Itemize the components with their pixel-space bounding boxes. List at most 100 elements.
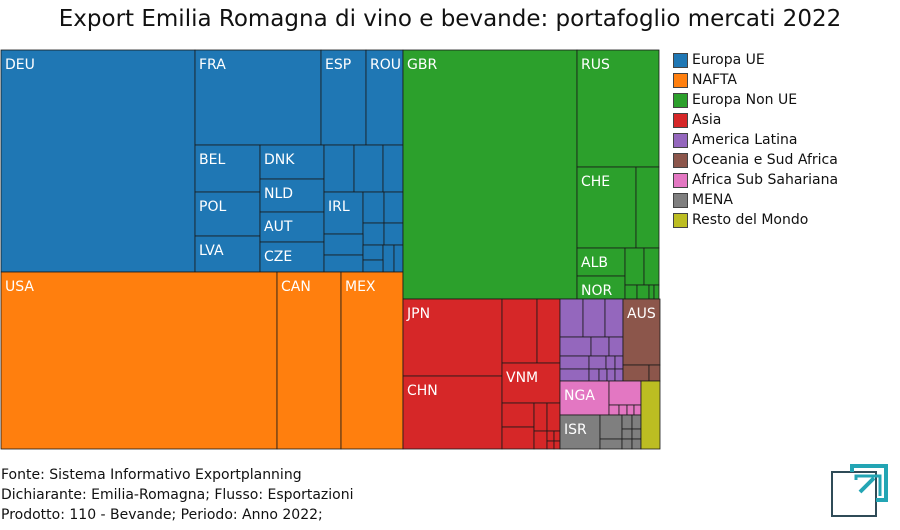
treemap-tile	[323, 144, 355, 193]
treemap-tile	[259, 144, 325, 180]
legend-label: Africa Sub Sahariana	[692, 172, 839, 188]
treemap-label: POL	[199, 199, 226, 215]
treemap-tile	[614, 368, 624, 382]
treemap-label: VNM	[506, 370, 538, 386]
treemap-label: ALB	[581, 255, 608, 271]
legend-swatch	[673, 172, 688, 188]
legend-item: Europa UE	[673, 50, 838, 70]
treemap-tile	[382, 144, 404, 193]
treemap-tile	[533, 430, 548, 450]
legend-item: Resto del Mondo	[673, 210, 838, 230]
treemap-tile	[582, 298, 606, 338]
treemap-label: IRL	[328, 199, 350, 215]
treemap-label: FRA	[199, 57, 226, 73]
legend-swatch	[673, 132, 688, 148]
treemap-tile	[546, 402, 561, 432]
legend-label: Asia	[692, 112, 722, 128]
treemap-label: AUT	[264, 219, 293, 235]
treemap-label: CZE	[264, 249, 292, 265]
legend-item: MENA	[673, 190, 838, 210]
treemap-label: CAN	[281, 279, 311, 295]
treemap-tile	[618, 404, 628, 416]
treemap-label: NGA	[564, 388, 595, 404]
treemap-tile	[576, 166, 637, 249]
treemap-tile	[608, 336, 624, 357]
treemap-tile	[383, 222, 404, 246]
treemap-tile	[590, 336, 610, 357]
treemap-label: DEU	[5, 57, 35, 73]
treemap-label: NOR	[581, 283, 612, 299]
treemap-tile	[559, 336, 592, 357]
treemap-tile	[501, 402, 535, 428]
legend-label: MENA	[692, 192, 733, 208]
treemap-tile	[259, 211, 325, 243]
legend-swatch	[673, 52, 688, 68]
treemap-tile	[621, 414, 633, 430]
treemap-label: MEX	[345, 279, 376, 295]
treemap-tile	[648, 364, 661, 382]
treemap-tile	[624, 284, 638, 300]
treemap-tile	[631, 414, 642, 430]
treemap-tile	[626, 404, 635, 416]
treemap-tile	[276, 271, 342, 450]
treemap-tile	[340, 271, 404, 450]
footer-product: Prodotto: 110 - Bevande; Periodo: Anno 2…	[1, 507, 323, 523]
treemap-tile	[553, 430, 561, 442]
legend-label: Oceania e Sud Africa	[692, 152, 838, 168]
treemap-tile	[559, 380, 610, 416]
treemap-tile	[0, 49, 196, 273]
legend-swatch	[673, 212, 688, 228]
treemap-tile	[393, 244, 404, 273]
treemap-tile	[640, 380, 661, 450]
treemap-tile	[353, 144, 384, 193]
treemap-tile	[605, 355, 616, 370]
treemap-tile	[259, 241, 325, 273]
treemap-label: CHE	[581, 174, 610, 190]
footer-source: Fonte: Sistema Informativo Exportplannin…	[1, 467, 302, 483]
treemap-tile	[622, 364, 650, 382]
treemap-tile	[501, 298, 538, 364]
treemap-label: ISR	[564, 422, 587, 438]
legend-swatch	[673, 152, 688, 168]
treemap-tile	[533, 402, 548, 432]
treemap-tile	[536, 298, 561, 364]
treemap-label: CHN	[407, 383, 438, 399]
treemap-tile	[588, 355, 607, 370]
treemap-tile	[559, 298, 584, 338]
legend-item: Africa Sub Sahariana	[673, 170, 838, 190]
treemap-tile	[0, 271, 278, 450]
treemap-tile	[259, 178, 325, 213]
legend-label: Resto del Mondo	[692, 212, 809, 228]
treemap-tile	[624, 247, 645, 286]
legend-label: America Latina	[692, 132, 798, 148]
treemap-label: BEL	[199, 152, 225, 168]
treemap-tile	[383, 191, 404, 224]
treemap-tile	[362, 222, 385, 246]
brand-logo-icon	[831, 464, 888, 517]
legend-label: Europa Non UE	[692, 92, 798, 108]
legend-swatch	[673, 92, 688, 108]
treemap-tile	[553, 440, 561, 450]
treemap-label: AUS	[627, 306, 656, 322]
treemap-tile	[648, 284, 655, 300]
treemap-tile	[604, 298, 624, 338]
treemap-tile	[194, 235, 261, 273]
treemap-tile	[320, 49, 367, 146]
treemap-tile	[402, 298, 503, 377]
treemap-tile	[621, 428, 633, 440]
treemap-tile	[362, 259, 384, 273]
legend-item: Asia	[673, 110, 838, 130]
treemap-tile	[653, 284, 660, 300]
chart-title: Export Emilia Romagna di vino e bevande:…	[58, 6, 842, 32]
treemap-tile	[546, 430, 555, 442]
legend-label: Europa UE	[692, 52, 765, 68]
legend-item: NAFTA	[673, 70, 838, 90]
treemap-label: NLD	[264, 186, 293, 202]
treemap-label: ROU	[370, 57, 401, 73]
legend-item: Europa Non UE	[673, 90, 838, 110]
treemap-label: ESP	[325, 57, 351, 73]
treemap-tile	[599, 438, 623, 450]
treemap-tile	[323, 233, 364, 256]
treemap-tile	[546, 440, 555, 450]
treemap-label: DNK	[264, 152, 295, 168]
